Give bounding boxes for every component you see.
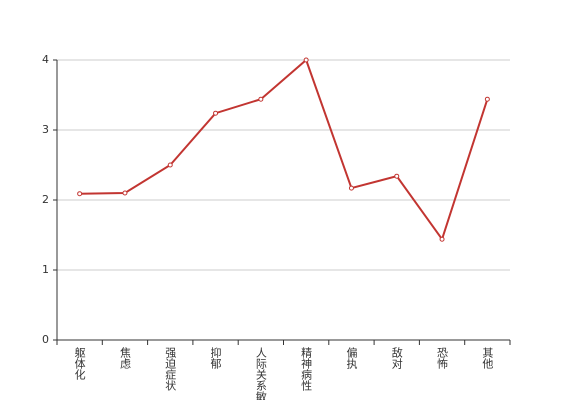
y-tick-label: 0: [42, 333, 49, 346]
x-tick-label: 敌对: [390, 346, 403, 369]
y-tick-label: 1: [42, 263, 49, 276]
point: [394, 173, 400, 179]
x-tick-label: 恐怖: [436, 347, 449, 369]
point: [484, 96, 490, 102]
x-tick-label: 焦虑: [118, 347, 131, 369]
point: [122, 190, 128, 196]
y-tick-label: 2: [42, 193, 49, 206]
x-tick-label: 躯体化: [73, 347, 86, 381]
point: [439, 236, 445, 242]
line: [79, 58, 489, 242]
x-tick-label: 精神病性: [300, 347, 313, 392]
x-tick-label: 强迫症状: [164, 347, 177, 391]
point: [303, 57, 309, 63]
point: [213, 110, 219, 116]
point: [258, 96, 264, 102]
x-tick-label: 人际关系敏感: [254, 347, 267, 400]
point: [77, 191, 83, 197]
y-tick-label: 3: [42, 123, 49, 136]
x-tick-label: 偏执: [345, 346, 358, 370]
x-tick-label: 抑郁: [209, 346, 222, 369]
point: [167, 162, 173, 168]
point: [348, 185, 354, 191]
x-tick-label: 其他: [481, 347, 494, 369]
y-tick-label: 4: [42, 53, 49, 66]
